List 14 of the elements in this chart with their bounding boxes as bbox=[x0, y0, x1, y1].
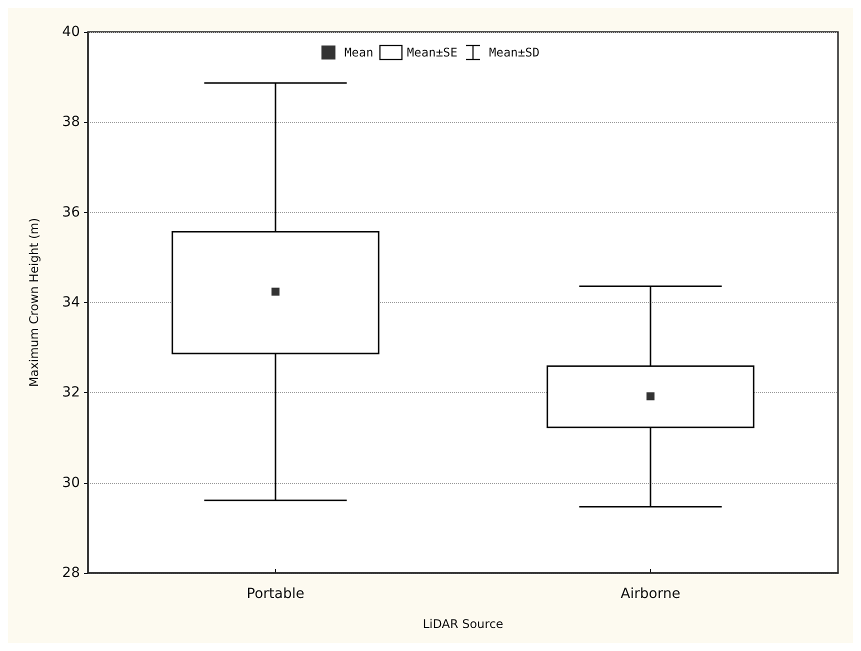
x-axis-title: LiDAR Source bbox=[422, 617, 504, 631]
y-tick-label: 32 bbox=[62, 384, 80, 401]
y-tick-label: 40 bbox=[62, 24, 80, 40]
y-tick-label: 30 bbox=[62, 474, 80, 491]
y-tick-label: 38 bbox=[62, 114, 80, 130]
x-tick-label: Portable bbox=[246, 586, 304, 602]
y-axis-title: Maximum Crown Height (m) bbox=[27, 218, 41, 388]
legend-label: Mean bbox=[344, 46, 374, 60]
y-tick-label: 36 bbox=[62, 204, 80, 220]
legend-label: Mean±SE bbox=[406, 46, 458, 60]
y-tick-label: 34 bbox=[62, 294, 80, 310]
x-tick-label: Airborne bbox=[620, 586, 680, 602]
y-tick-label: 28 bbox=[62, 565, 80, 581]
annotation: Mean±SD bbox=[489, 46, 540, 60]
